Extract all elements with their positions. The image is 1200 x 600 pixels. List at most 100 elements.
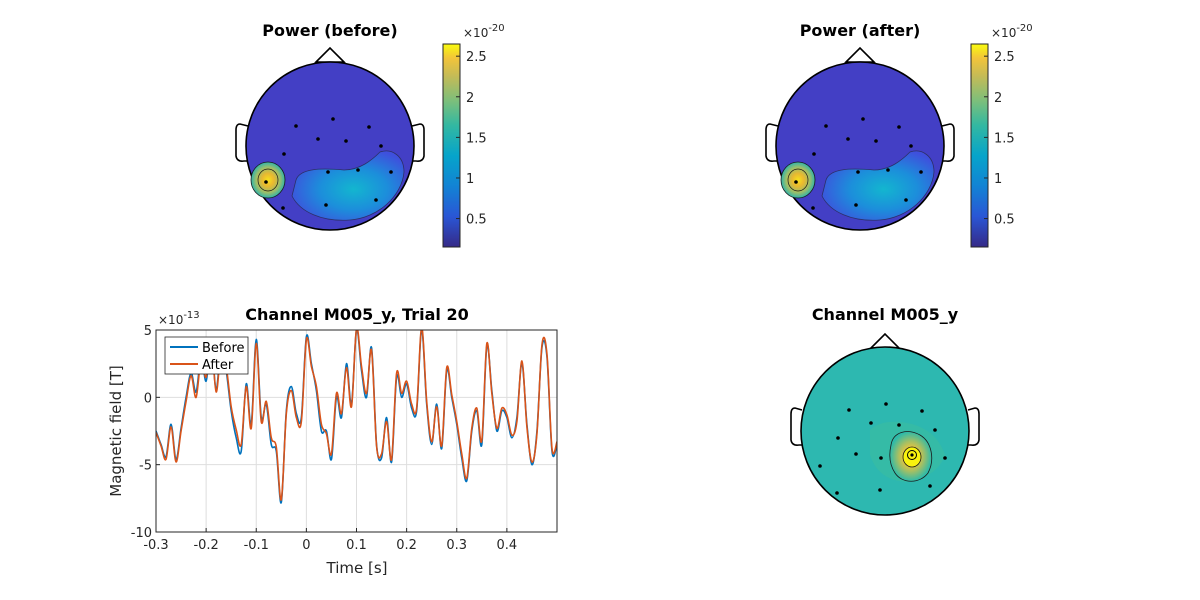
sensor-dot [854, 203, 858, 207]
colorbar-after: 0.5 1 1.5 2 2.5 ×10-20 [970, 23, 1033, 248]
sensor-dot [794, 180, 798, 184]
colorbar-tick-label: 1.5 [994, 131, 1015, 146]
x-tick-label: 0 [302, 538, 310, 553]
sensor-dot [344, 139, 348, 143]
power-blob [291, 150, 405, 221]
colorbar-tick-label: 1 [994, 172, 1002, 187]
topoplot-before: Power (before) [235, 21, 425, 231]
colorbar-tick-label: 1.5 [466, 131, 487, 146]
nose-shape [314, 46, 346, 63]
colorbar-exponent-base: ×10 [463, 26, 488, 40]
line-chart: Channel M005_y, Trial 20 -0.3 -0.2 -0.1 0 0.… [107, 305, 558, 577]
y-ticks: 5 0 -5 -10 [131, 324, 160, 541]
x-tick-label: 0.3 [446, 538, 467, 553]
sensor-dot [294, 124, 298, 128]
sensor-dot [904, 198, 908, 202]
sensor-dot [812, 152, 816, 156]
x-tick-label: -0.1 [244, 538, 269, 553]
colorbar-exponent: ×10-20 [991, 23, 1033, 40]
sensor-dot [897, 423, 901, 427]
sensor-dot [374, 198, 378, 202]
sensor-dot [919, 170, 923, 174]
sensor-dot [920, 409, 924, 413]
sensor-dot [856, 170, 860, 174]
right-ear-shape [967, 407, 980, 446]
colorbar-tick-label: 0.5 [466, 213, 487, 228]
selected-sensor-ring [907, 450, 917, 460]
y-axis-label: Magnetic field [T] [107, 365, 125, 496]
colorbar-tick-label: 2 [466, 91, 474, 106]
colorbar-tick-label: 0.5 [994, 213, 1015, 228]
y-exponent-base: ×10 [158, 313, 183, 327]
topoplot-channel-title: Channel M005_y [812, 305, 959, 324]
colorbar-gradient [970, 43, 989, 248]
nose-shape [844, 46, 876, 63]
left-ear-shape [790, 407, 803, 446]
colorbar-before: 0.5 1 1.5 2 2.5 ×10-20 [442, 23, 505, 248]
x-tick-label: -0.3 [143, 538, 168, 553]
sensor-dot [836, 436, 840, 440]
legend-box [164, 336, 249, 375]
sensor-dot [331, 117, 335, 121]
sensor-dot [854, 452, 858, 456]
nose-shape [869, 332, 901, 349]
right-ear-shape [411, 123, 425, 162]
sensor-dot [356, 168, 360, 172]
sensor-dot [835, 491, 839, 495]
colorbar-tick-label: 2.5 [466, 50, 487, 65]
sensor-dot [943, 456, 947, 460]
hotspot [780, 161, 816, 199]
colorbar-tick-label: 1 [466, 172, 474, 187]
y-tick-label: -5 [139, 459, 152, 474]
sensor-dot [847, 408, 851, 412]
sensor-dot [928, 484, 932, 488]
colorbar-gradient [442, 43, 461, 248]
legend-label-before: Before [202, 341, 245, 356]
sensor-dot [933, 428, 937, 432]
sensor-dot [282, 152, 286, 156]
sensor-dot [818, 464, 822, 468]
sensor-dot [879, 456, 883, 460]
x-tick-label: 0.2 [396, 538, 417, 553]
sensor-dot [846, 137, 850, 141]
sensor-dot [878, 488, 882, 492]
y-exponent-power: -13 [183, 310, 199, 321]
sensor-dot [281, 206, 285, 210]
power-blob [821, 150, 935, 221]
y-exponent: ×10-13 [158, 310, 200, 327]
sensor-dot [869, 421, 873, 425]
left-ear-shape [765, 123, 779, 162]
x-axis-label: Time [s] [326, 559, 388, 577]
sensor-dot [811, 206, 815, 210]
legend-label-after: After [202, 358, 234, 373]
y-tick-label: 5 [144, 324, 152, 339]
sensor-dot [897, 125, 901, 129]
topoplot-after-title: Power (after) [800, 21, 921, 40]
topoplot-channel: Channel M005_y [790, 305, 980, 516]
sensor-dot [367, 125, 371, 129]
sensor-dot [389, 170, 393, 174]
hotspot-contour [257, 168, 279, 192]
sensor-dot [324, 203, 328, 207]
y-tick-label: 0 [144, 391, 152, 406]
sensor-dot [379, 144, 383, 148]
colorbar-exponent-base: ×10 [991, 26, 1016, 40]
selected-sensor-dot [910, 453, 914, 457]
sensor-dot [264, 180, 268, 184]
x-tick-label: 0.1 [346, 538, 367, 553]
colorbar-exponent: ×10-20 [463, 23, 505, 40]
hotspot [250, 161, 286, 199]
colorbar-exponent-power: -20 [1016, 23, 1032, 34]
left-ear-shape [235, 123, 249, 162]
topoplot-after: Power (after) [765, 21, 955, 231]
legend: Before After [164, 336, 249, 375]
x-tick-label: -0.2 [193, 538, 218, 553]
colorbar-exponent-power: -20 [488, 23, 504, 34]
right-ear-shape [941, 123, 955, 162]
sensor-dot [874, 139, 878, 143]
sensor-dot [884, 402, 888, 406]
line-chart-title: Channel M005_y, Trial 20 [245, 305, 468, 324]
y-tick-label: -10 [131, 526, 152, 541]
sensor-dot [909, 144, 913, 148]
